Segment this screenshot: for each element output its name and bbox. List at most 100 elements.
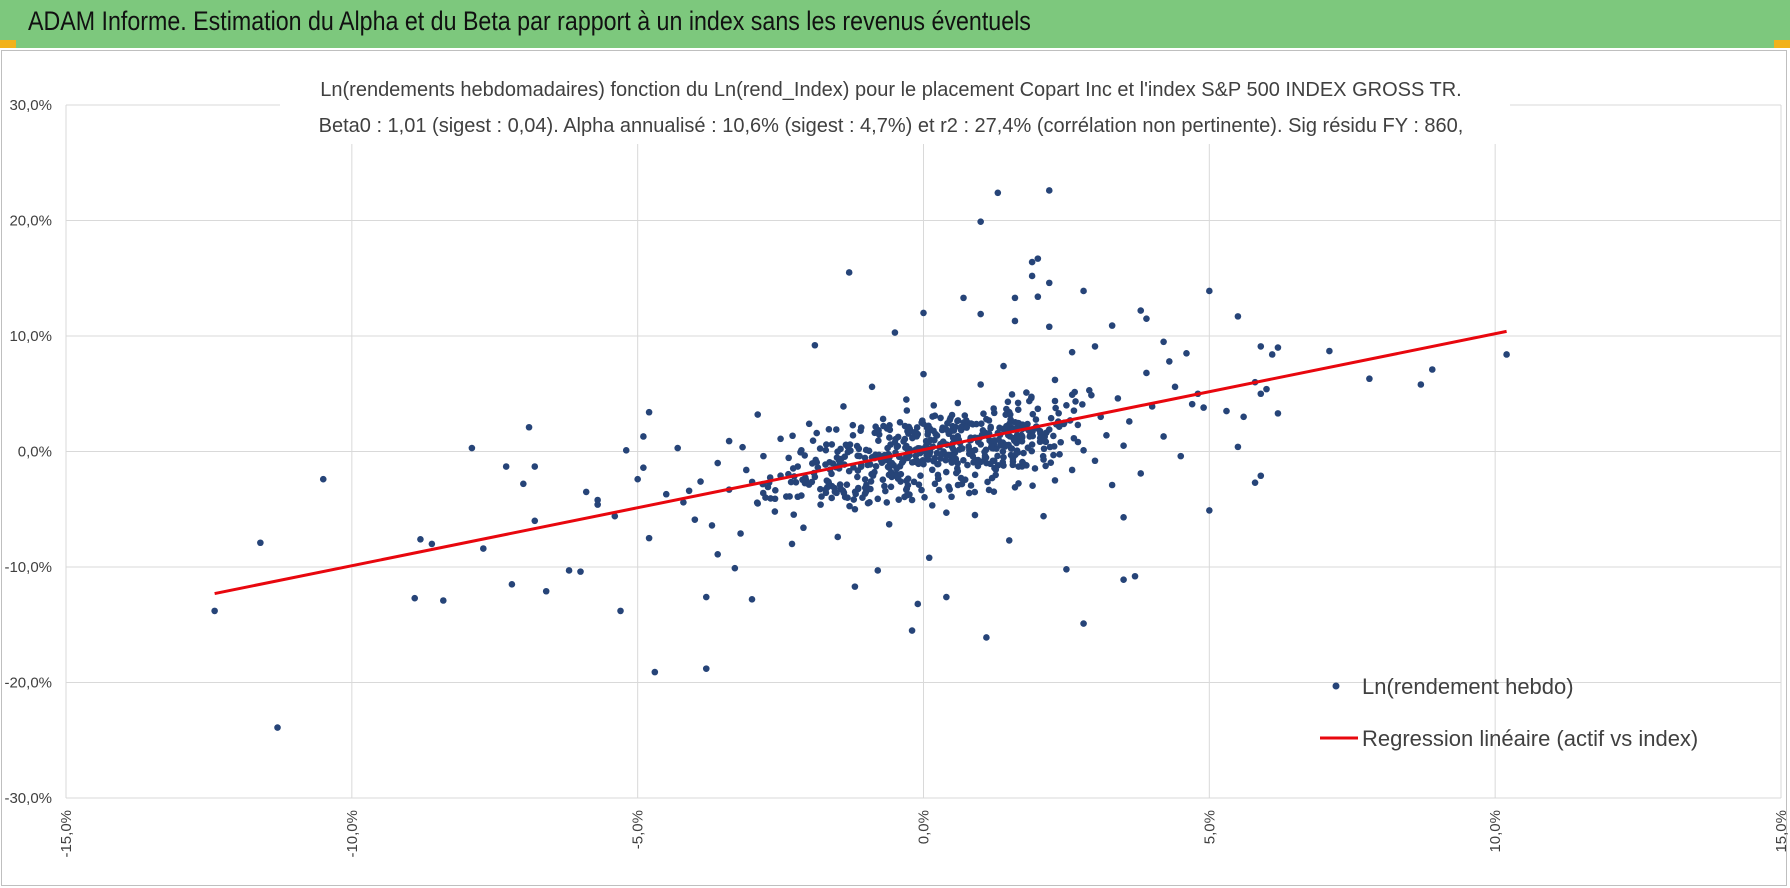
scatter-point <box>960 457 967 464</box>
scatter-point <box>861 454 869 462</box>
scatter-point <box>875 427 882 434</box>
regression-line-group <box>214 329 1507 596</box>
scatter-point <box>1126 418 1133 425</box>
scatter-point <box>978 420 985 427</box>
scatter-point <box>997 442 1004 449</box>
scatter-point <box>947 414 954 422</box>
scatter-point <box>1009 461 1017 469</box>
scatter-point <box>902 444 909 451</box>
scatter-point <box>864 461 872 469</box>
scatter-point <box>938 426 946 434</box>
scatter-point <box>862 446 870 454</box>
scatter-point <box>1091 457 1099 465</box>
scatter-point <box>789 465 797 472</box>
scatter-point <box>1257 390 1265 398</box>
scatter-point <box>992 466 1000 473</box>
scatter-point <box>917 472 924 479</box>
scatter-point <box>867 478 875 485</box>
scatter-point <box>468 444 476 452</box>
scatter-point <box>1042 462 1049 470</box>
scatter-point <box>849 432 857 439</box>
scatter-point <box>789 432 796 440</box>
scatter-point <box>1003 405 1010 413</box>
scatter-point <box>577 568 584 575</box>
scatter-point <box>1120 514 1127 521</box>
scatter-point <box>1014 406 1022 414</box>
scatter-point <box>1000 453 1007 461</box>
scatter-point <box>927 436 935 444</box>
scatter-point <box>1032 416 1040 423</box>
scatter-point <box>964 461 971 469</box>
scatter-point <box>854 473 861 481</box>
scatter-point <box>1007 416 1014 423</box>
scatter-point <box>879 476 887 483</box>
scatter-point <box>1055 409 1062 417</box>
scatter-point <box>1052 404 1059 412</box>
scatter-point <box>1417 381 1425 388</box>
regression-line <box>214 329 1507 596</box>
scatter-point <box>1027 394 1035 402</box>
scatter-point <box>875 437 882 444</box>
scatter-point <box>1160 338 1167 346</box>
scatter-point <box>1263 385 1270 393</box>
scatter-point <box>799 476 806 484</box>
chart-subtitle: Beta0 : 1,01 (sigest : 0,04). Alpha annu… <box>319 115 1464 137</box>
scatter-point <box>895 496 903 503</box>
scatter-point <box>808 478 816 486</box>
scatter-point <box>837 445 844 453</box>
scatter-point <box>662 490 670 498</box>
scatter-point <box>977 381 984 388</box>
scatter-point <box>611 512 619 520</box>
scatter-point <box>894 433 902 441</box>
scatter-point <box>849 421 857 429</box>
scatter-point <box>836 481 844 488</box>
scatter-point <box>1019 421 1026 429</box>
scatter-point <box>1080 287 1087 295</box>
scatter-point <box>908 496 916 504</box>
scatter-point <box>831 488 839 496</box>
scatter-point <box>872 462 880 470</box>
scatter-point <box>921 493 928 501</box>
scatter-point <box>787 478 795 486</box>
x-tick-label: 5,0% <box>1201 810 1218 844</box>
scatter-point <box>640 464 647 471</box>
scatter-point <box>963 424 971 431</box>
scatter-point <box>999 458 1007 466</box>
scatter-point <box>850 496 858 503</box>
scatter-point <box>851 488 859 496</box>
scatter-point <box>508 581 516 588</box>
scatter-point <box>957 423 965 431</box>
scatter-point <box>974 462 982 470</box>
scatter-point <box>817 485 824 493</box>
y-tick-label: 10,0% <box>9 328 52 345</box>
legend-marker-scatter <box>1332 682 1340 690</box>
scatter-point <box>1200 404 1207 411</box>
y-tick-label: -10,0% <box>4 559 52 576</box>
scatter-point <box>861 490 869 497</box>
scatter-point <box>914 600 922 608</box>
scatter-point <box>1011 317 1019 325</box>
scatter-point <box>823 441 830 448</box>
scatter-point <box>1257 343 1265 350</box>
scatter-point <box>1274 344 1282 351</box>
scatter-point <box>814 464 822 471</box>
scatter-point <box>777 435 784 443</box>
scatter-point <box>984 478 991 486</box>
legend-label-scatter: Ln(rendement hebdo) <box>1362 674 1574 699</box>
scatter-point <box>853 442 861 450</box>
scatter-point <box>1023 389 1030 396</box>
scatter-point <box>1131 572 1139 580</box>
chart-frame <box>1 50 1787 886</box>
scatter-point <box>1079 401 1086 408</box>
scatter-point <box>887 441 894 448</box>
scatter-point <box>845 269 853 276</box>
scatter-point <box>961 412 969 419</box>
scatter-point <box>1008 445 1016 452</box>
scatter-point <box>1034 405 1042 413</box>
scatter-point <box>983 459 990 467</box>
scatter-point <box>994 189 1002 197</box>
scatter-point <box>1029 432 1036 440</box>
scatter-point <box>1068 466 1076 474</box>
scatter-point <box>924 456 932 463</box>
scatter-point <box>886 426 894 434</box>
